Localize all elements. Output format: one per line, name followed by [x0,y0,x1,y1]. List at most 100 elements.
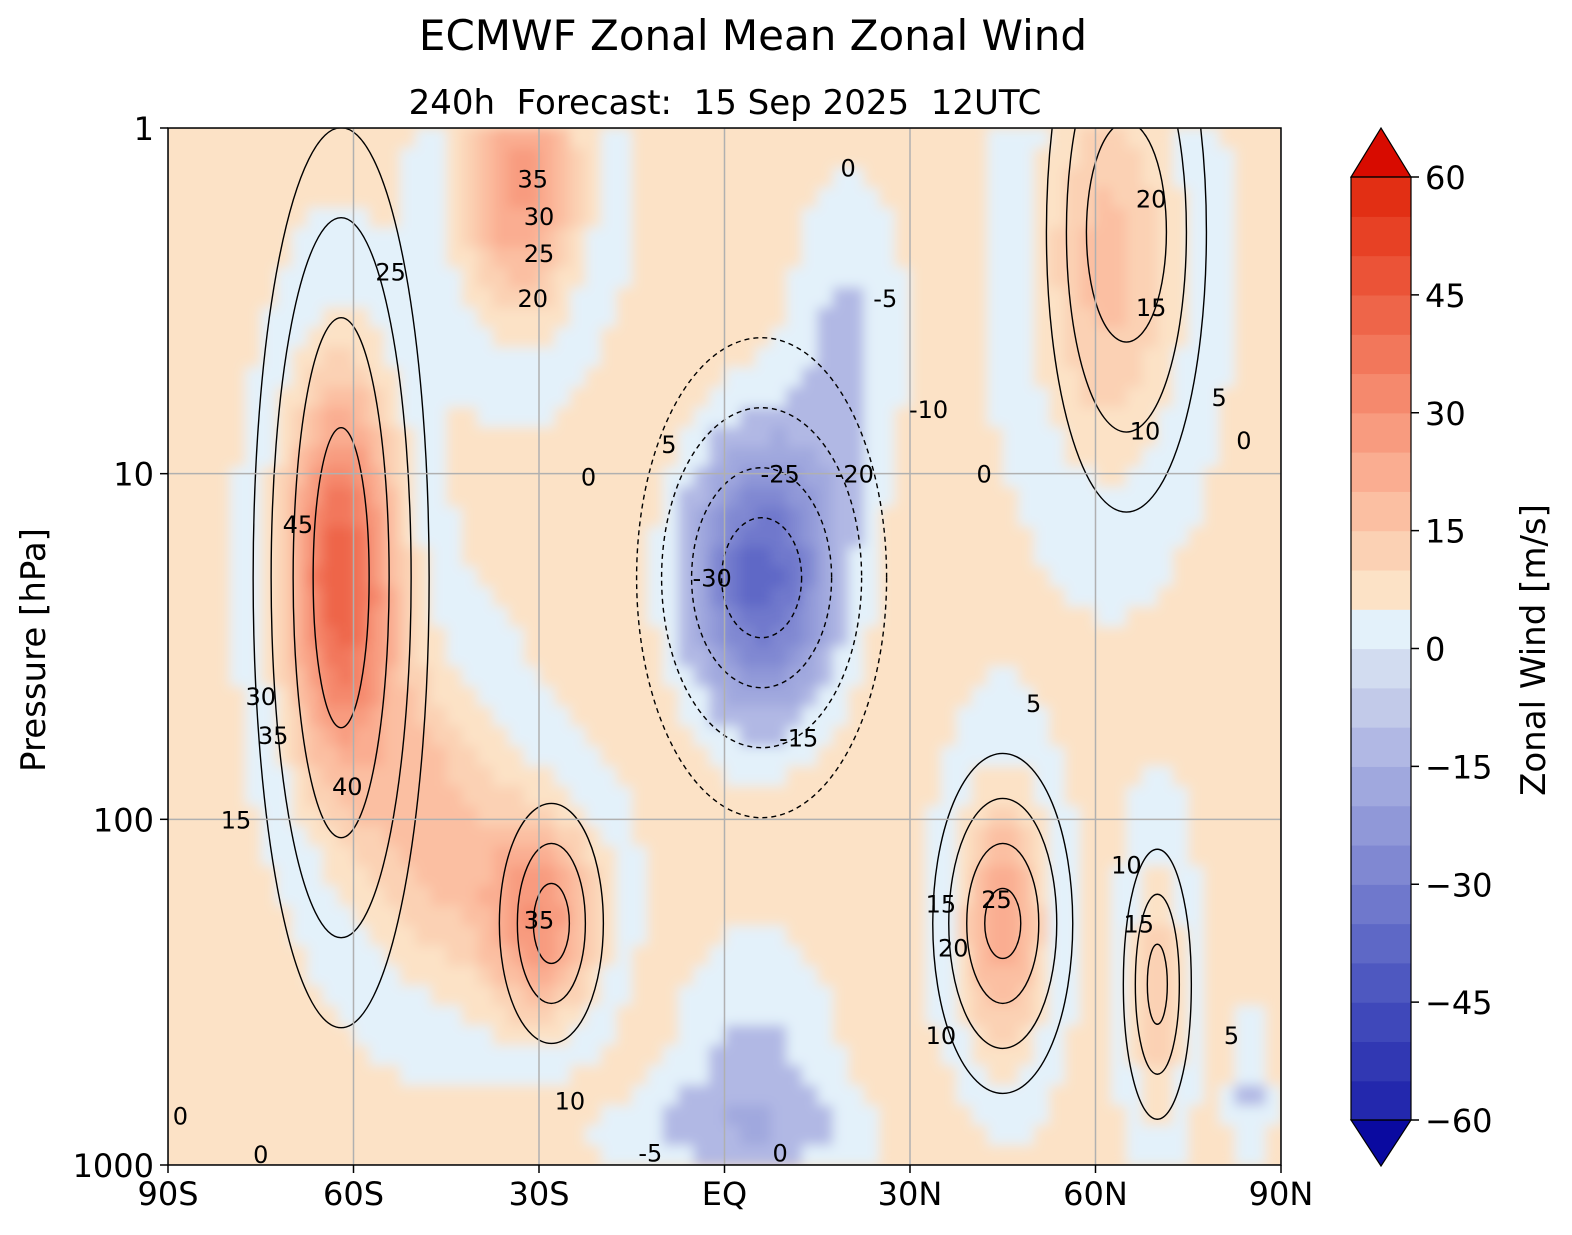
field-cell [1250,267,1267,289]
field-cell [879,447,896,468]
field-cell [430,925,448,947]
field-cell [353,307,370,329]
field-cell [384,167,401,189]
field-cell [910,167,927,189]
field-cell [693,487,711,508]
field-cell [693,566,711,588]
field-cell [1250,327,1267,349]
field-cell [353,147,370,169]
field-cell [724,845,741,867]
field-cell [925,686,942,708]
field-cell [461,666,479,688]
field-cell [863,207,881,229]
field-cell [415,1105,432,1127]
field-cell [770,307,788,329]
field-cell [384,586,401,608]
field-cell [369,128,386,149]
field-cell [1141,467,1159,488]
field-cell [1203,586,1221,608]
field-cell [863,1025,881,1047]
field-cell [1064,766,1082,788]
field-cell [755,945,772,967]
field-cell [384,506,401,528]
field-cell [322,387,340,409]
field-cell [801,985,819,1007]
field-cell [1033,965,1051,987]
field-cell [1250,307,1267,329]
field-cell [740,347,757,369]
field-cell [693,746,711,768]
field-cell [229,427,247,448]
field-cell [1141,985,1159,1007]
colorbar-tick-label: −60 [1425,1102,1493,1140]
field-cell [863,746,881,768]
field-cell [879,506,896,528]
field-cell [1188,407,1205,429]
field-cell [894,925,911,947]
field-cell [678,128,695,149]
field-cell [523,726,540,748]
field-cell [693,686,711,708]
field-cell [415,427,432,448]
field-cell [925,267,942,289]
field-cell [724,885,741,907]
field-cell [399,686,417,708]
field-cell [214,1145,231,1165]
field-cell [353,227,370,249]
field-cell [446,826,463,847]
field-cell [925,706,942,728]
field-cell [569,965,587,987]
field-cell [740,686,757,708]
field-cell [971,566,989,588]
field-cell [693,407,711,429]
field-cell [801,267,819,289]
field-cell [600,726,618,748]
field-cell [260,427,278,448]
field-cell [245,427,262,448]
field-cell [399,1005,417,1027]
field-cell [307,646,324,668]
field-cell [322,487,340,508]
field-cell [214,367,231,389]
field-cell [863,307,881,329]
field-cell [770,327,788,349]
field-cell [631,786,649,807]
field-cell [1234,506,1252,528]
field-cell [539,327,556,349]
field-cell [709,1145,726,1165]
field-cell [755,487,772,508]
field-cell [1234,187,1252,209]
field-cell [817,726,834,748]
field-cell [183,327,200,349]
field-cell [198,1085,216,1107]
field-cell [910,367,927,389]
field-cell [1126,845,1143,867]
field-cell [1219,487,1236,508]
field-cell [260,566,278,588]
field-cell [168,227,185,249]
field-cell [1111,726,1128,748]
field-cell [1250,845,1267,867]
field-cell [399,1065,417,1087]
field-cell [894,207,911,229]
field-cell [523,307,540,329]
field-cell [1002,546,1020,568]
field-cell [971,546,989,568]
field-cell [1234,1145,1252,1165]
field-cell [662,167,680,189]
field-cell [879,427,896,448]
field-cell [817,207,834,229]
field-cell [740,506,757,528]
field-cell [569,726,587,748]
field-cell [508,646,525,668]
field-cell [879,1145,896,1165]
field-cell [848,1105,865,1127]
field-cell [338,347,355,369]
field-cell [910,387,927,409]
field-cell [801,566,819,588]
field-cell [322,885,340,907]
field-cell [585,1045,602,1067]
field-cell [616,128,633,149]
field-cell [353,965,370,987]
field-cell [693,885,711,907]
